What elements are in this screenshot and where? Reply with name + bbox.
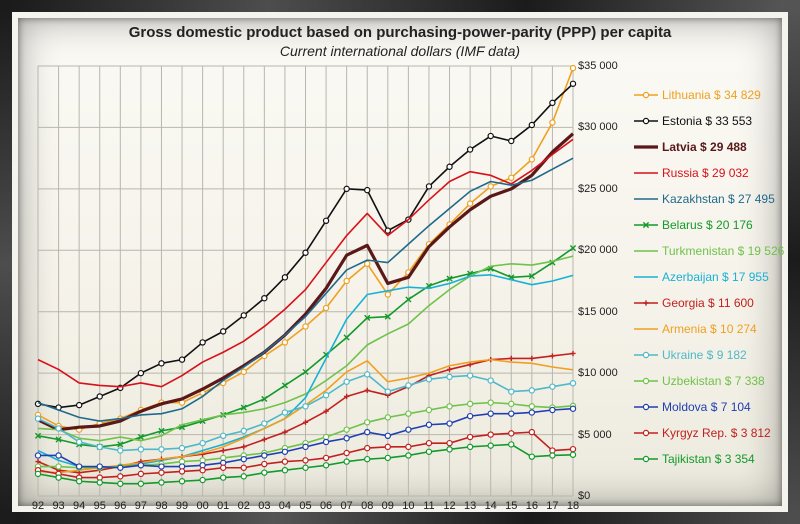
legend-label: Lithuania $ 34 829 (662, 88, 761, 102)
legend-label: Latvia $ 29 488 (662, 140, 747, 154)
x-tick-label: 09 (382, 500, 394, 512)
legend: Lithuania $ 34 829 Estonia $ 33 553 Latvia… (634, 82, 800, 472)
x-tick-label: 99 (176, 500, 188, 512)
x-tick-label: 01 (217, 500, 229, 512)
legend-swatch-icon (634, 166, 658, 180)
legend-label: Georgia $ 11 600 (662, 296, 754, 310)
x-tick-label: 10 (402, 500, 414, 512)
x-tick-label: 92 (32, 500, 44, 512)
legend-item-uzbekistan: Uzbekistan $ 7 338 (634, 368, 800, 394)
legend-swatch-icon (634, 192, 658, 206)
legend-swatch-icon (634, 426, 658, 440)
x-tick-label: 04 (279, 500, 291, 512)
x-tick-label: 94 (73, 500, 85, 512)
legend-swatch-icon (634, 88, 658, 102)
legend-item-tajikistan: Tajikistan $ 3 354 (634, 446, 800, 472)
x-tick-label: 06 (320, 500, 332, 512)
y-tick-label: $0 (578, 490, 590, 502)
x-tick-label: 07 (341, 500, 353, 512)
y-tick-label: $10 000 (578, 367, 618, 379)
legend-label: Uzbekistan $ 7 338 (662, 374, 765, 388)
legend-swatch-icon (634, 218, 658, 232)
legend-swatch-icon (634, 452, 658, 466)
legend-item-kyrgyz-rep-: Kyrgyz Rep. $ 3 812 (634, 420, 800, 446)
legend-item-belarus: Belarus $ 20 176 (634, 212, 800, 238)
legend-swatch-icon (634, 296, 658, 310)
x-tick-label: 96 (114, 500, 126, 512)
plot-area (38, 66, 573, 496)
x-tick-label: 93 (52, 500, 64, 512)
legend-label: Armenia $ 10 274 (662, 322, 757, 336)
legend-label: Estonia $ 33 553 (662, 114, 752, 128)
legend-label: Tajikistan $ 3 354 (662, 452, 755, 466)
legend-item-georgia: Georgia $ 11 600 (634, 290, 800, 316)
legend-swatch-icon (634, 322, 658, 336)
x-tick-label: 18 (567, 500, 579, 512)
y-axis-labels: $0$5 000$10 000$15 000$20 000$25 000$30 … (578, 66, 638, 496)
x-tick-label: 03 (258, 500, 270, 512)
vignette-frame: Gross domestic product based on purchasi… (0, 0, 800, 524)
legend-swatch-icon (634, 400, 658, 414)
x-tick-label: 02 (238, 500, 250, 512)
legend-swatch-icon (634, 348, 658, 362)
x-tick-label: 08 (361, 500, 373, 512)
legend-label: Ukraine $ 9 182 (662, 348, 747, 362)
legend-label: Kyrgyz Rep. $ 3 812 (662, 426, 771, 440)
x-tick-label: 15 (505, 500, 517, 512)
x-tick-label: 12 (443, 500, 455, 512)
legend-swatch-icon (634, 270, 658, 284)
x-axis-labels: 9293949596979899000102030405060708091011… (38, 500, 573, 518)
legend-swatch-icon (634, 140, 658, 154)
y-tick-label: $5 000 (578, 429, 612, 441)
x-tick-label: 95 (94, 500, 106, 512)
legend-label: Azerbaijan $ 17 955 (662, 270, 769, 284)
legend-item-latvia: Latvia $ 29 488 (634, 134, 800, 160)
legend-item-estonia: Estonia $ 33 553 (634, 108, 800, 134)
x-tick-label: 00 (196, 500, 208, 512)
legend-label: Turkmenistan $ 19 526 (662, 244, 784, 258)
x-tick-label: 97 (135, 500, 147, 512)
x-tick-label: 98 (155, 500, 167, 512)
legend-label: Moldova $ 7 104 (662, 400, 751, 414)
legend-item-armenia: Armenia $ 10 274 (634, 316, 800, 342)
y-tick-label: $15 000 (578, 306, 618, 318)
legend-item-kazakhstan: Kazakhstan $ 27 495 (634, 186, 800, 212)
legend-item-russia: Russia $ 29 032 (634, 160, 800, 186)
legend-item-ukraine: Ukraine $ 9 182 (634, 342, 800, 368)
y-tick-label: $35 000 (578, 60, 618, 72)
x-tick-label: 13 (464, 500, 476, 512)
x-tick-label: 17 (546, 500, 558, 512)
chart-subtitle: Current international dollars (IMF data) (18, 43, 782, 59)
legend-item-lithuania: Lithuania $ 34 829 (634, 82, 800, 108)
legend-label: Russia $ 29 032 (662, 166, 749, 180)
legend-swatch-icon (634, 374, 658, 388)
y-tick-label: $20 000 (578, 244, 618, 256)
legend-swatch-icon (634, 244, 658, 258)
x-tick-label: 16 (526, 500, 538, 512)
legend-swatch-icon (634, 114, 658, 128)
y-tick-label: $25 000 (578, 183, 618, 195)
legend-item-azerbaijan: Azerbaijan $ 17 955 (634, 264, 800, 290)
legend-label: Kazakhstan $ 27 495 (662, 192, 775, 206)
legend-label: Belarus $ 20 176 (662, 218, 753, 232)
y-tick-label: $30 000 (578, 121, 618, 133)
chart-title: Gross domestic product based on purchasi… (18, 24, 782, 41)
chart-canvas: Gross domestic product based on purchasi… (18, 18, 782, 506)
legend-item-turkmenistan: Turkmenistan $ 19 526 (634, 238, 800, 264)
x-tick-label: 11 (423, 500, 434, 512)
x-tick-label: 05 (299, 500, 311, 512)
x-tick-label: 14 (485, 500, 497, 512)
legend-item-moldova: Moldova $ 7 104 (634, 394, 800, 420)
